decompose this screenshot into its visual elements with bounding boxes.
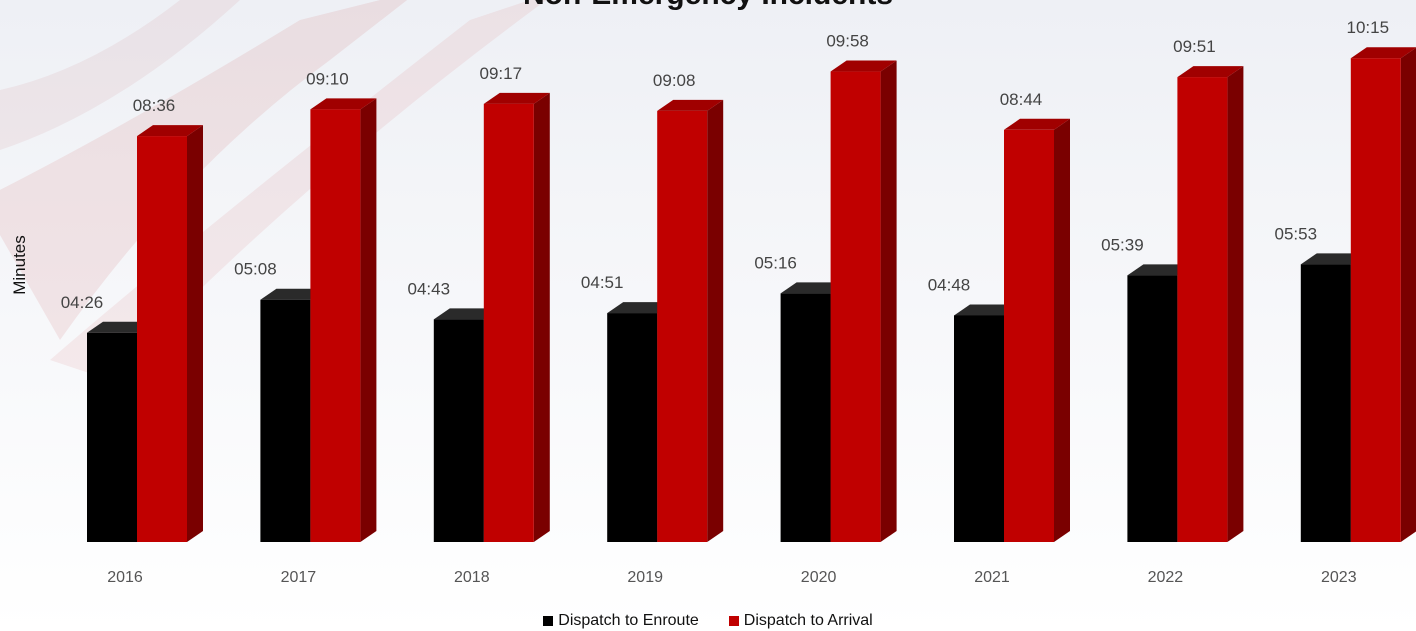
- legend-item-arrival: Dispatch to Arrival: [728, 612, 873, 630]
- bar-series-1-2017: [310, 109, 361, 542]
- data-label-series-0-2021: 04:48: [928, 275, 971, 294]
- bar-series-0-2017: [260, 299, 311, 542]
- bar-top-series-1-2021: [1004, 118, 1070, 130]
- bar-side-series-1-2017: [360, 98, 377, 542]
- bar-series-0-2021: [954, 315, 1004, 542]
- bar-series-0-2018: [433, 319, 484, 542]
- x-tick-label-2021: 2021: [974, 569, 1010, 586]
- x-tick-label-2019: 2019: [627, 569, 663, 586]
- data-label-series-1-2017: 09:10: [306, 69, 349, 88]
- data-label-series-0-2022: 05:39: [1101, 235, 1144, 254]
- data-label-series-0-2019: 04:51: [581, 273, 624, 292]
- data-label-series-1-2019: 09:08: [653, 71, 696, 90]
- data-label-series-1-2023: 10:15: [1347, 18, 1390, 37]
- legend-label-enroute: Dispatch to Enroute: [558, 612, 699, 629]
- legend-label-arrival: Dispatch to Arrival: [743, 612, 873, 629]
- data-label-series-0-2016: 04:26: [61, 293, 104, 312]
- data-label-series-0-2017: 05:08: [234, 260, 277, 279]
- bar-series-1-2016: [137, 136, 187, 542]
- bar-top-series-1-2019: [657, 99, 724, 111]
- bar-series-1-2020: [830, 71, 881, 542]
- legend: Dispatch to Enroute Dispatch to Arrival: [0, 612, 1416, 630]
- bar-side-series-1-2021: [1054, 118, 1070, 542]
- bar-series-0-2022: [1127, 275, 1178, 542]
- bar-top-series-1-2017: [310, 98, 377, 110]
- bar-top-series-0-2017: [260, 288, 327, 300]
- x-tick-label-2017: 2017: [281, 569, 317, 586]
- data-label-series-1-2018: 09:17: [480, 64, 523, 83]
- legend-item-enroute: Dispatch to Enroute: [543, 612, 699, 630]
- x-tick-label-2018: 2018: [454, 569, 490, 586]
- bar-top-series-0-2016: [87, 321, 153, 333]
- bar-top-series-0-2022: [1127, 264, 1194, 276]
- bar-series-1-2021: [1004, 129, 1054, 542]
- bar-top-series-0-2021: [954, 304, 1020, 316]
- bar-top-series-1-2022: [1177, 66, 1244, 78]
- bar-series-1-2019: [657, 110, 708, 543]
- data-label-series-0-2018: 04:43: [408, 279, 451, 298]
- bar-series-1-2023: [1350, 58, 1401, 542]
- x-tick-label-2016: 2016: [107, 569, 143, 586]
- bar-top-series-0-2023: [1300, 253, 1367, 265]
- bar-top-series-1-2016: [137, 125, 203, 137]
- bar-series-0-2016: [87, 332, 137, 542]
- data-label-series-0-2023: 05:53: [1275, 224, 1318, 243]
- bar-top-series-1-2018: [483, 92, 550, 104]
- y-axis-label: Minutes: [10, 235, 29, 295]
- bar-side-series-1-2018: [533, 92, 550, 542]
- data-label-series-0-2020: 05:16: [754, 253, 797, 272]
- legend-swatch-arrival: [728, 616, 739, 626]
- data-label-series-1-2016: 08:36: [133, 96, 176, 115]
- bar-series-1-2022: [1177, 77, 1228, 542]
- data-label-series-1-2020: 09:58: [826, 32, 869, 51]
- bar-top-series-1-2020: [830, 60, 897, 72]
- x-tick-label-2022: 2022: [1148, 569, 1184, 586]
- bar-side-series-1-2020: [880, 60, 897, 542]
- x-tick-label-2020: 2020: [801, 569, 837, 586]
- bar-side-series-1-2016: [187, 125, 203, 542]
- bar-top-series-0-2019: [607, 302, 674, 314]
- legend-swatch-enroute: [543, 616, 554, 626]
- bar-series-0-2023: [1300, 264, 1351, 542]
- data-label-series-1-2022: 09:51: [1173, 37, 1216, 56]
- bar-series-0-2020: [780, 293, 831, 542]
- data-label-series-1-2021: 08:44: [1000, 90, 1043, 109]
- bar-series-0-2019: [607, 313, 658, 542]
- bar-top-series-1-2023: [1350, 47, 1416, 59]
- bar-side-series-1-2022: [1227, 66, 1244, 542]
- x-tick-label-2023: 2023: [1321, 569, 1357, 586]
- bar-top-series-0-2018: [433, 308, 500, 320]
- chart-title: Non-Emergency Incidents: [0, 0, 1416, 12]
- bar-top-series-0-2020: [780, 282, 847, 294]
- bar-series-1-2018: [483, 103, 534, 542]
- bar-side-series-1-2023: [1400, 47, 1416, 542]
- bar-side-series-1-2019: [707, 99, 724, 543]
